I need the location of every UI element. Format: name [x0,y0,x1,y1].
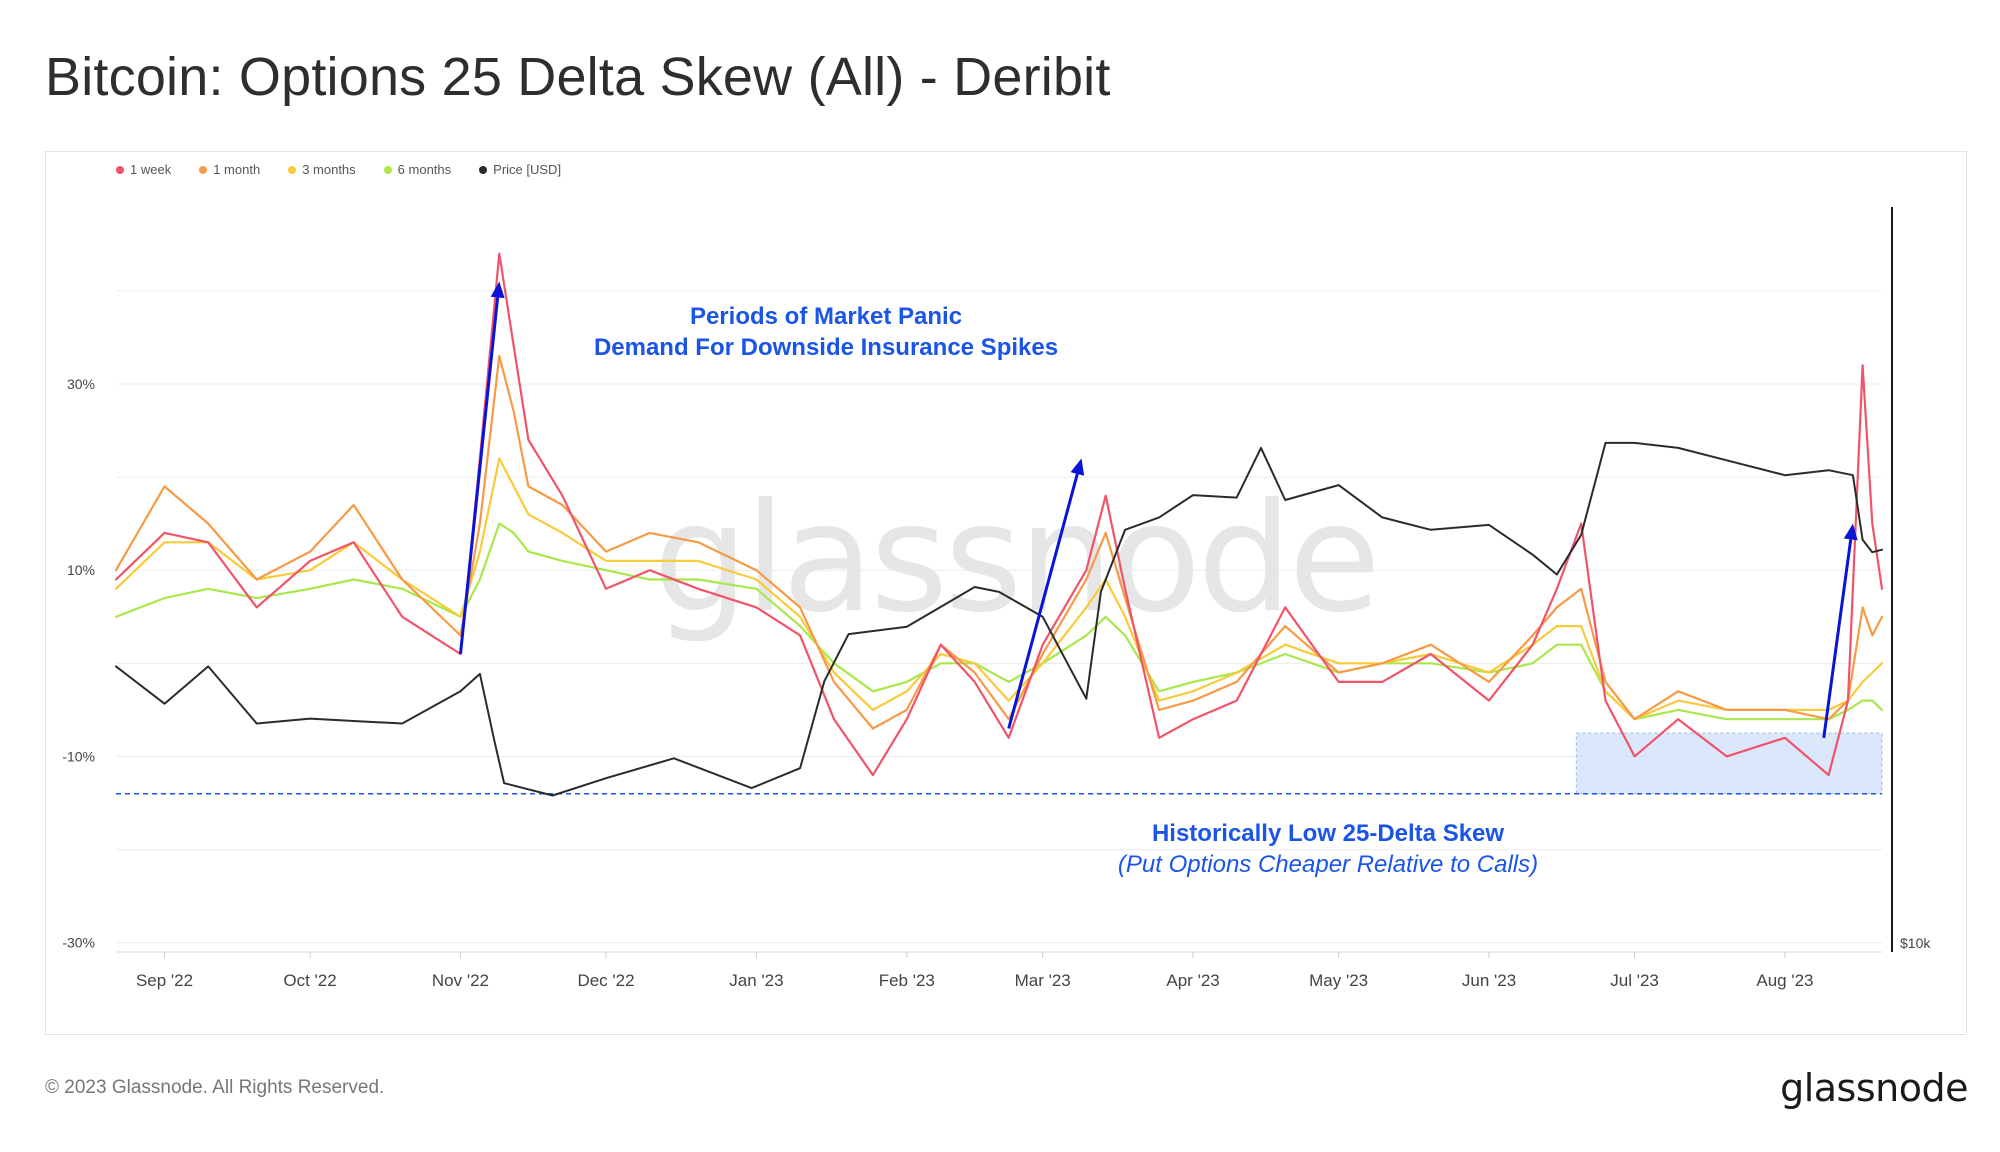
arrow-shaft [1007,473,1079,729]
legend-label-1-week: 1 week [130,162,172,177]
axes: Sep '22 Oct '22 Nov '22 Dec '22 Jan '23 Feb '… [62,207,1931,990]
annotation-arrows [458,281,1858,739]
annotation-panic-line1: Periods of Market Panic [690,303,962,330]
annotation-low-line1: Historically Low 25-Delta Skew [1152,820,1504,847]
x-tick-label: Aug '23 [1756,971,1813,990]
annotation-low-line2: (Put Options Cheaper Relative to Calls) [1118,851,1538,878]
x-tick-label: Jan '23 [729,971,783,990]
legend-item-price[interactable]: Price [USD] [479,162,561,177]
x-tick-label: Jul '23 [1610,971,1659,990]
x-tick-label: Apr '23 [1166,971,1219,990]
arrow-head [1070,458,1085,476]
legend-item-3-months[interactable]: 3 months [288,162,356,177]
x-tick-label: Jun '23 [1462,971,1516,990]
legend-label-1-month: 1 month [213,162,261,177]
x-tick-label: Nov '22 [432,971,489,990]
legend-dot-3-months [288,165,297,174]
arrow-head [490,281,505,299]
x-tick-label: Dec '22 [577,971,634,990]
chart-title: Bitcoin: Options 25 Delta Skew (All) - D… [45,47,1111,107]
annotation-labels: Periods of Market Panic Demand For Downs… [594,303,1538,878]
annotation-panic-line2: Demand For Downside Insurance Spikes [594,334,1058,361]
legend: 1 week 1 month 3 months 6 months Price [… [116,162,561,177]
glassnode-logo[interactable]: glassnode [1780,1066,1968,1110]
x-tick-label: Oct '22 [283,971,336,990]
series-lines [114,252,1884,797]
legend-dot-price [479,165,488,174]
y-right-tick-label: $10k [1900,935,1931,951]
x-tick-label: Feb '23 [879,971,935,990]
legend-label-price: Price [USD] [493,162,562,177]
series-line-1-month [114,354,1884,730]
legend-item-1-week[interactable]: 1 week [116,162,171,177]
chart-panel [45,151,1967,1035]
arrow-shaft [1822,539,1853,739]
legend-label-6-months: 6 months [397,162,452,177]
legend-label-3-months: 3 months [302,162,356,177]
x-tick-label: Sep '22 [136,971,193,990]
low-skew-band [116,732,1883,795]
copyright: © 2023 Glassnode. All Rights Reserved. [45,1077,385,1098]
legend-item-6-months[interactable]: 6 months [383,162,452,177]
legend-dot-1-month [199,165,208,174]
grid-lines [116,290,1882,944]
legend-dot-1-week [116,165,124,174]
legend-item-1-month[interactable]: 1 month [199,162,260,177]
x-tick-label: May '23 [1309,971,1368,990]
y-left-tick-label: -30% [62,935,95,951]
y-left-tick-label: 10% [67,562,95,578]
y-left-tick-label: -10% [62,748,95,764]
series-line-price-usd [115,441,1883,797]
y-left-tick-label: 30% [67,376,95,392]
legend-dot-6-months [383,165,392,174]
arrow-head [1843,523,1858,541]
watermark: glassnode [653,472,1376,646]
x-tick-label: Mar '23 [1015,971,1071,990]
arrow-shaft [458,297,500,655]
